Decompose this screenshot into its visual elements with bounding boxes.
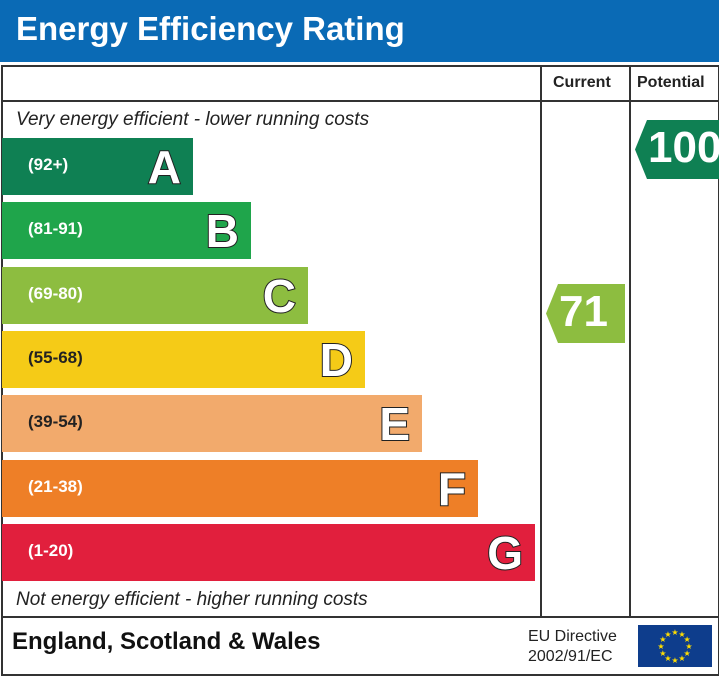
title-bar: Energy Efficiency Rating bbox=[0, 0, 719, 62]
band-range: (1-20) bbox=[28, 540, 74, 560]
eu-directive: EU Directive 2002/91/EC bbox=[528, 627, 617, 667]
directive-line2: 2002/91/EC bbox=[528, 648, 613, 665]
band-letter: B bbox=[205, 204, 240, 258]
divider bbox=[540, 65, 542, 617]
potential-rating-arrow: 100 bbox=[635, 120, 719, 179]
band-letter: C bbox=[262, 269, 297, 323]
star-icon: ★ bbox=[684, 635, 691, 644]
star-icon: ★ bbox=[671, 656, 678, 665]
band-range: (21-38) bbox=[28, 476, 83, 496]
band-c: (69-80) C bbox=[2, 266, 308, 324]
bottom-note: Not energy efficient - higher running co… bbox=[16, 589, 368, 610]
star-icon: ★ bbox=[671, 628, 678, 637]
star-icon: ★ bbox=[678, 630, 685, 639]
current-value: 71 bbox=[559, 287, 608, 336]
band-letter: G bbox=[486, 526, 524, 580]
band-f: (21-38) F bbox=[2, 459, 478, 517]
star-icon: ★ bbox=[664, 630, 671, 639]
band-range: (81-91) bbox=[28, 219, 83, 239]
current-header: Current bbox=[553, 74, 611, 91]
divider bbox=[1, 100, 718, 102]
band-range: (92+) bbox=[28, 155, 69, 174]
star-icon: ★ bbox=[664, 654, 671, 663]
divider bbox=[629, 65, 631, 617]
band-d: (55-68) D bbox=[2, 330, 365, 388]
star-icon: ★ bbox=[659, 635, 666, 644]
potential-value: 100 bbox=[648, 123, 719, 172]
band-letter: F bbox=[437, 462, 467, 516]
band-range: (69-80) bbox=[28, 283, 83, 303]
star-icon: ★ bbox=[678, 654, 685, 663]
title: Energy Efficiency Rating bbox=[16, 10, 405, 47]
star-icon: ★ bbox=[685, 642, 692, 651]
top-note: Very energy efficient - lower running co… bbox=[16, 109, 370, 130]
band-e: (39-54) E bbox=[2, 395, 422, 453]
region-label: England, Scotland & Wales bbox=[12, 628, 321, 655]
band-range: (39-54) bbox=[28, 412, 83, 432]
band-letter: A bbox=[147, 140, 182, 194]
potential-header: Potential bbox=[637, 74, 705, 91]
divider bbox=[1, 616, 718, 618]
star-icon: ★ bbox=[684, 649, 691, 658]
band-letter: E bbox=[378, 397, 411, 451]
band-range: (55-68) bbox=[28, 347, 83, 367]
star-icon: ★ bbox=[659, 649, 666, 658]
star-icon: ★ bbox=[657, 642, 664, 651]
band-b: (81-91) B bbox=[2, 202, 251, 260]
band-letter: D bbox=[319, 333, 354, 387]
band-g: (1-20) G bbox=[2, 523, 535, 581]
band-a: (92+) A bbox=[2, 138, 193, 195]
directive-line1: EU Directive bbox=[528, 628, 617, 645]
eu-flag-icon: ★ ★ ★ ★ ★ ★ ★ ★ ★ ★ ★ ★ bbox=[638, 625, 712, 667]
current-rating-arrow: 71 bbox=[546, 284, 625, 343]
